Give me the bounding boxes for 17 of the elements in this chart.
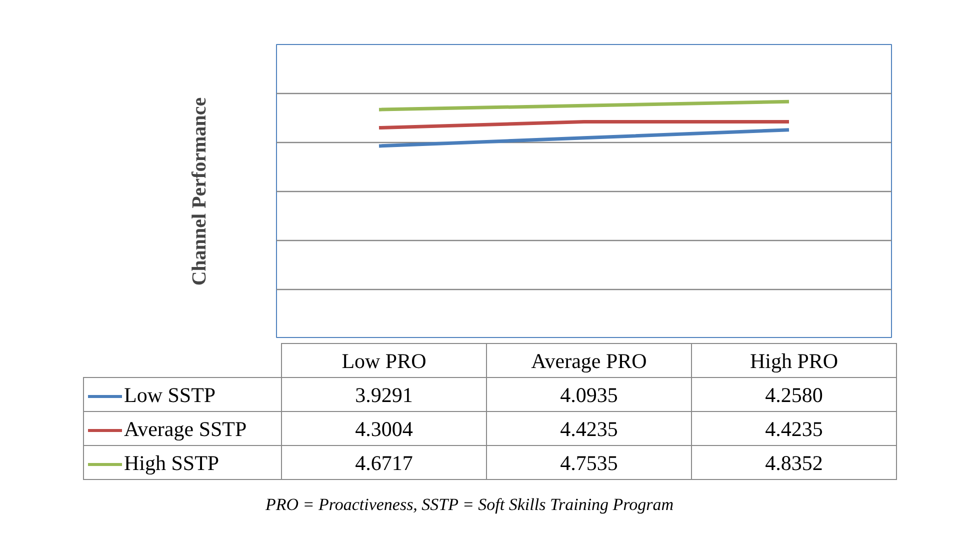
x-tick-label: High PRO	[692, 344, 896, 378]
data-label: 4.0935	[486, 378, 692, 412]
data-label: 4.6717	[282, 446, 486, 480]
legend-label: High SSTP	[84, 446, 282, 480]
x-tick-label: Low PRO	[282, 344, 486, 378]
data-label: 4.3004	[282, 412, 486, 446]
data-label: 4.4235	[486, 412, 692, 446]
data-label: 4.8352	[692, 446, 896, 480]
y-axis-title: Channel Performance	[188, 97, 210, 286]
x-tick-label: Average PRO	[486, 344, 692, 378]
data-label: 4.4235	[692, 412, 896, 446]
legend-label: Average SSTP	[84, 412, 282, 446]
data-label: 3.9291	[282, 378, 486, 412]
legend-label: Low SSTP	[84, 378, 282, 412]
data-label: 4.2580	[692, 378, 896, 412]
data-label: 4.7535	[486, 446, 692, 480]
text: PRO = Proactiveness, SSTP = Soft Skills Training Program	[264, 494, 675, 516]
